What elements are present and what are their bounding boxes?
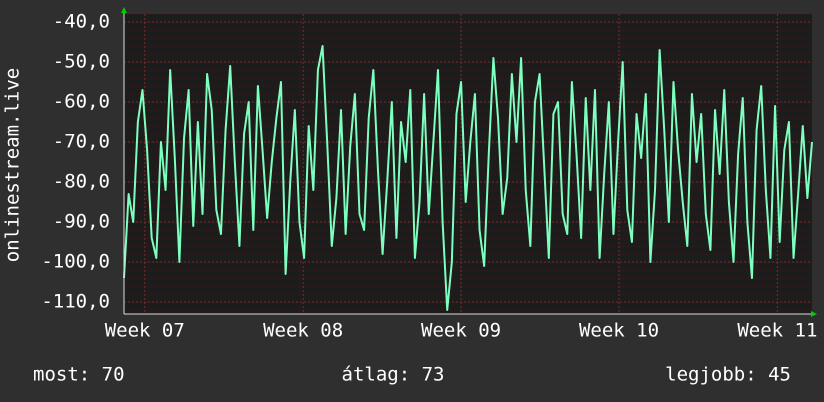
y-tick-label: -70,0 [53, 131, 110, 153]
y-tick-label: -50,0 [53, 51, 110, 73]
x-tick-label: Week 09 [421, 320, 501, 342]
stat-label: legjobb: 45 [665, 364, 791, 386]
y-tick-label: -100,0 [41, 251, 110, 273]
x-axis-arrow [811, 311, 817, 317]
x-tick-label: Week 11 [737, 320, 817, 342]
y-tick-label: -40,0 [53, 11, 110, 33]
data-line [123, 45, 813, 311]
stat-label: most: 70 [33, 364, 125, 386]
x-tick-label: Week 10 [579, 320, 659, 342]
y-tick-label: -90,0 [53, 211, 110, 233]
y-tick-label: -60,0 [53, 91, 110, 113]
x-tick-label: Week 07 [105, 320, 185, 342]
grid [124, 14, 812, 314]
y-axis-arrow [121, 7, 127, 13]
plot [123, 45, 813, 311]
labels: -40,0 -50,0 -60,0 -70,0 -80,0 -90,0 -100,0 -110… [33, 11, 817, 386]
y-tick-label: -110,0 [41, 291, 110, 313]
y-tick-label: -80,0 [53, 171, 110, 193]
x-tick-label: Week 08 [263, 320, 343, 342]
y-axis-label: onlinestream.live [2, 68, 24, 262]
stat-label: átlag: 73 [342, 364, 445, 386]
